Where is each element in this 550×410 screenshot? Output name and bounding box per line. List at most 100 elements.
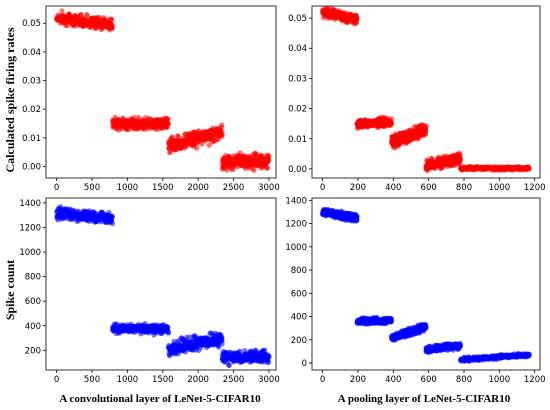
x-tick-label: 1000 <box>117 183 139 193</box>
y-tick-label: 0 <box>302 359 307 369</box>
y-tick-label: 1000 <box>19 248 41 258</box>
chart-pool-rates: 0 200 400 600 800 1000 12000.000.010.020.030.0… <box>288 5 546 193</box>
data-point <box>266 157 272 163</box>
data-point <box>216 344 222 350</box>
x-tick-label: 1500 <box>152 183 174 193</box>
x-tick-label: 1200 <box>524 183 546 193</box>
y-tick-label: 0.03 <box>22 77 41 87</box>
x-tick-label: 1000 <box>489 183 511 193</box>
data-point <box>388 317 395 323</box>
y-tick-label: 1400 <box>285 196 307 206</box>
y-tick-label: 600 <box>291 289 307 299</box>
series-segment-3 <box>388 122 429 151</box>
y-tick-label: 0.02 <box>288 105 307 115</box>
data-point <box>354 15 360 21</box>
x-tick-label: 600 <box>421 375 437 385</box>
x-tick-label: 1000 <box>117 375 139 385</box>
series-segment-5 <box>457 163 533 173</box>
plots: 0 500 1000 1500 2000 2500 30000.000.010.020.03… <box>19 5 546 385</box>
series-segment-5 <box>457 350 533 364</box>
data-point <box>165 324 171 330</box>
data-point <box>354 213 360 219</box>
chart-conv-rates: 0 500 1000 1500 2000 2500 30000.000.010.020.03… <box>22 5 280 193</box>
series-segment-4 <box>423 150 464 173</box>
y-tick-label: 800 <box>291 266 307 276</box>
x-tick-label: 200 <box>350 375 366 385</box>
x-tick-label: 2000 <box>187 183 209 193</box>
chart-pool-count: 0 200 400 600 800 1000 12000200400600800100012… <box>285 196 545 385</box>
data-point <box>354 217 360 223</box>
axes-frame <box>311 197 541 371</box>
data-point <box>457 342 464 348</box>
data-point <box>109 221 116 227</box>
y-tick-label: 200 <box>291 336 307 346</box>
x-tick-label: 200 <box>350 183 366 193</box>
y-tick-label: 0.01 <box>22 134 41 144</box>
data-point <box>251 167 257 173</box>
series-segment-3 <box>165 330 225 359</box>
x-tick-label: 2000 <box>187 375 209 385</box>
ylabel-top: Calculated spike firing rates <box>3 27 17 172</box>
data-point <box>266 154 272 160</box>
series-segment-2 <box>354 114 395 132</box>
x-tick-label: 0 <box>54 183 59 193</box>
x-tick-label: 3000 <box>258 375 280 385</box>
y-tick-label: 0.01 <box>288 135 307 145</box>
data-point <box>165 116 171 122</box>
ylabel-bottom: Spike count <box>3 260 17 320</box>
y-tick-label: 0.05 <box>288 14 307 24</box>
x-tick-label: 400 <box>385 183 401 193</box>
y-tick-label: 0.04 <box>288 44 307 54</box>
data-point <box>169 134 175 140</box>
y-tick-label: 1200 <box>285 220 307 230</box>
series-segment-3 <box>388 321 429 343</box>
axes-frame <box>45 5 277 179</box>
y-tick-label: 200 <box>25 346 41 356</box>
y-tick-label: 400 <box>291 313 307 323</box>
y-tick-label: 400 <box>25 322 41 332</box>
axes-frame <box>311 5 541 179</box>
y-tick-label: 0.00 <box>22 163 41 173</box>
x-tick-label: 1500 <box>152 375 174 385</box>
data-point <box>109 22 116 28</box>
y-tick-label: 600 <box>25 297 41 307</box>
x-tick-label: 800 <box>456 375 472 385</box>
y-tick-label: 800 <box>25 273 41 283</box>
x-tick-label: 500 <box>84 375 100 385</box>
data-point <box>388 115 394 122</box>
data-point <box>84 13 90 19</box>
data-point <box>219 341 225 347</box>
x-tick-label: 600 <box>421 183 437 193</box>
data-point <box>265 359 271 366</box>
data-point <box>165 329 171 336</box>
data-point <box>131 114 137 120</box>
y-tick-label: 0.05 <box>22 19 41 29</box>
y-tick-label: 0.02 <box>22 105 41 115</box>
data-point <box>230 166 236 172</box>
xlabel-right: A pooling layer of LeNet-5-CIFAR10 <box>338 393 511 405</box>
series-segment-1 <box>54 8 116 33</box>
series-segment-1 <box>54 204 116 227</box>
data-point <box>423 124 429 130</box>
x-tick-label: 2500 <box>223 183 245 193</box>
series-segment-2 <box>109 321 171 338</box>
data-point <box>194 145 200 151</box>
data-point <box>423 324 429 331</box>
y-tick-label: 1400 <box>19 199 41 209</box>
data-point <box>219 130 225 137</box>
data-point <box>457 152 463 158</box>
x-tick-label: 0 <box>320 183 325 193</box>
y-tick-label: 0.00 <box>288 165 307 175</box>
x-tick-label: 500 <box>84 183 100 193</box>
x-tick-label: 1000 <box>489 375 511 385</box>
series-segment-2 <box>354 314 395 327</box>
data-point <box>175 133 181 139</box>
data-point <box>59 8 65 14</box>
y-tick-label: 1200 <box>19 223 41 233</box>
data-point <box>165 121 171 127</box>
data-point <box>262 347 268 353</box>
series-segment-4 <box>219 150 272 173</box>
x-tick-label: 0 <box>320 375 325 385</box>
x-tick-label: 400 <box>385 375 401 385</box>
